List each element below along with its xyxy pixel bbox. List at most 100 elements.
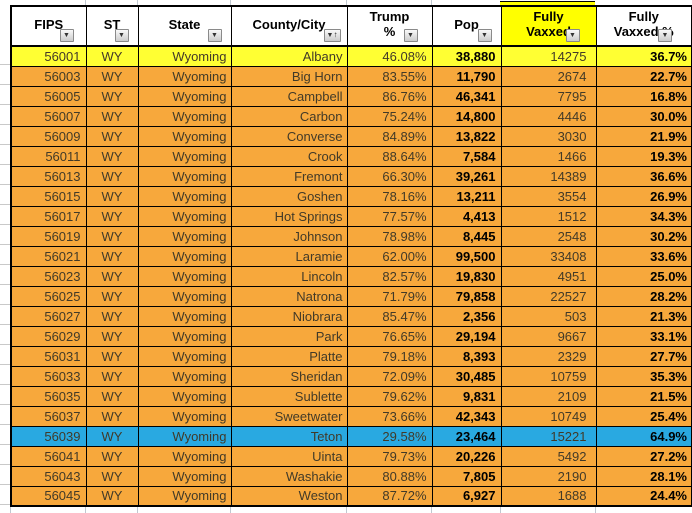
cell-st[interactable]: WY [85,205,139,227]
cell-fully-vaxxed[interactable]: 33408 [500,245,597,267]
cell-fully-vaxxed[interactable]: 2109 [500,385,597,407]
cell-pop[interactable]: 42,343 [431,405,502,427]
cell-fully-vaxxed[interactable]: 4446 [500,105,597,127]
cell-fips[interactable]: 56013 [10,165,87,187]
cell-county[interactable]: Uinta [230,445,348,467]
cell-st[interactable]: WY [85,105,139,127]
filter-button-fully-vaxxed[interactable]: ▼ [565,29,580,42]
cell-state[interactable]: Wyoming [137,445,232,467]
cell-st[interactable]: WY [85,325,139,347]
header-trump-pct[interactable]: Trump % ▼ [346,5,433,47]
cell-county[interactable]: Niobrara [230,305,348,327]
cell-county[interactable]: Converse [230,125,348,147]
filter-button-fully-vaxxed-pct[interactable]: ▼ [658,29,672,42]
header-county-city[interactable]: County/City ▼↑ [230,5,348,47]
cell-pop[interactable]: 46,341 [431,85,502,107]
cell-trump-pct[interactable]: 75.24% [346,105,433,127]
cell-trump-pct[interactable]: 77.57% [346,205,433,227]
cell-state[interactable]: Wyoming [137,185,232,207]
cell-county[interactable]: Fremont [230,165,348,187]
cell-state[interactable]: Wyoming [137,105,232,127]
cell-fully-vaxxed-pct[interactable]: 21.3% [595,305,692,327]
cell-pop[interactable]: 30,485 [431,365,502,387]
cell-state[interactable]: Wyoming [137,85,232,107]
cell-st[interactable]: WY [85,445,139,467]
cell-trump-pct[interactable]: 46.08% [346,45,433,67]
cell-fully-vaxxed[interactable]: 5492 [500,445,597,467]
cell-state[interactable]: Wyoming [137,465,232,487]
cell-fips[interactable]: 56001 [10,45,87,67]
cell-fully-vaxxed-pct[interactable]: 35.3% [595,365,692,387]
cell-county[interactable]: Carbon [230,105,348,127]
cell-trump-pct[interactable]: 80.88% [346,465,433,487]
cell-county[interactable]: Park [230,325,348,347]
cell-fips[interactable]: 56023 [10,265,87,287]
cell-county[interactable]: Crook [230,145,348,167]
filter-button-state[interactable]: ▼ [207,29,222,42]
cell-pop[interactable]: 7,805 [431,465,502,487]
cell-fully-vaxxed-pct[interactable]: 27.2% [595,445,692,467]
cell-fully-vaxxed[interactable]: 2674 [500,65,597,87]
cell-pop[interactable]: 79,858 [431,285,502,307]
cell-fips[interactable]: 56045 [10,485,87,507]
cell-state[interactable]: Wyoming [137,365,232,387]
filter-button-county-city-sorted[interactable]: ▼↑ [323,29,341,42]
cell-fips[interactable]: 56037 [10,405,87,427]
cell-trump-pct[interactable]: 62.00% [346,245,433,267]
cell-fips[interactable]: 56033 [10,365,87,387]
cell-fully-vaxxed[interactable]: 14275 [500,45,597,67]
cell-pop[interactable]: 39,261 [431,165,502,187]
cell-fully-vaxxed-pct[interactable]: 24.4% [595,485,692,507]
cell-fully-vaxxed[interactable]: 3030 [500,125,597,147]
cell-county[interactable]: Weston [230,485,348,507]
cell-st[interactable]: WY [85,405,139,427]
cell-state[interactable]: Wyoming [137,265,232,287]
cell-pop[interactable]: 6,927 [431,485,502,507]
cell-fully-vaxxed[interactable]: 3554 [500,185,597,207]
cell-fully-vaxxed-pct[interactable]: 33.6% [595,245,692,267]
cell-state[interactable]: Wyoming [137,305,232,327]
cell-county[interactable]: Platte [230,345,348,367]
cell-trump-pct[interactable]: 88.64% [346,145,433,167]
cell-fips[interactable]: 56031 [10,345,87,367]
cell-state[interactable]: Wyoming [137,145,232,167]
cell-state[interactable]: Wyoming [137,485,232,507]
cell-fips[interactable]: 56017 [10,205,87,227]
cell-state[interactable]: Wyoming [137,65,232,87]
cell-county[interactable]: Teton [230,425,348,447]
cell-fully-vaxxed[interactable]: 10749 [500,405,597,427]
cell-pop[interactable]: 2,356 [431,305,502,327]
cell-trump-pct[interactable]: 79.18% [346,345,433,367]
cell-fips[interactable]: 56003 [10,65,87,87]
cell-trump-pct[interactable]: 66.30% [346,165,433,187]
filter-button-pop[interactable]: ▼ [477,29,492,42]
cell-fully-vaxxed[interactable]: 4951 [500,265,597,287]
cell-st[interactable]: WY [85,385,139,407]
cell-fully-vaxxed[interactable]: 1466 [500,145,597,167]
cell-fips[interactable]: 56025 [10,285,87,307]
cell-fully-vaxxed[interactable]: 7795 [500,85,597,107]
cell-trump-pct[interactable]: 82.57% [346,265,433,287]
cell-fully-vaxxed[interactable]: 22527 [500,285,597,307]
cell-fully-vaxxed[interactable]: 10759 [500,365,597,387]
cell-state[interactable]: Wyoming [137,225,232,247]
cell-county[interactable]: Sweetwater [230,405,348,427]
cell-county[interactable]: Washakie [230,465,348,487]
cell-fully-vaxxed[interactable]: 9667 [500,325,597,347]
cell-state[interactable]: Wyoming [137,325,232,347]
cell-state[interactable]: Wyoming [137,425,232,447]
cell-st[interactable]: WY [85,245,139,267]
cell-st[interactable]: WY [85,45,139,67]
cell-state[interactable]: Wyoming [137,125,232,147]
cell-pop[interactable]: 20,226 [431,445,502,467]
cell-pop[interactable]: 9,831 [431,385,502,407]
header-fips[interactable]: FIPS ▼ [10,5,87,47]
cell-fully-vaxxed[interactable]: 503 [500,305,597,327]
cell-fips[interactable]: 56005 [10,85,87,107]
cell-st[interactable]: WY [85,125,139,147]
cell-pop[interactable]: 99,500 [431,245,502,267]
cell-pop[interactable]: 13,822 [431,125,502,147]
cell-trump-pct[interactable]: 85.47% [346,305,433,327]
cell-fully-vaxxed[interactable]: 2548 [500,225,597,247]
cell-county[interactable]: Sublette [230,385,348,407]
